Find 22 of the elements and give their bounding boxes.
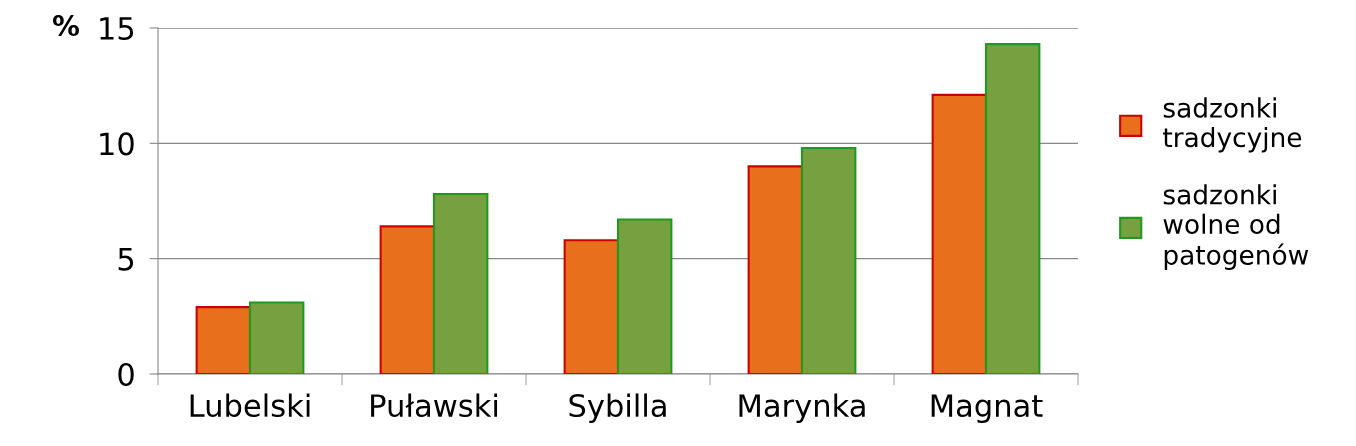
bar	[563, 239, 620, 374]
y-tick-label: 0	[118, 362, 134, 387]
y-tick-label: 5	[118, 248, 134, 271]
x-tick-label: Sybilla	[569, 393, 666, 424]
x-tick-label: Puławski	[371, 393, 498, 418]
x-tick-label: Marynka	[739, 393, 865, 424]
bar	[931, 93, 988, 374]
bar	[616, 218, 673, 374]
x-tick-label: Lubelski	[190, 393, 310, 418]
y-tick-label: 10	[100, 132, 134, 156]
legend-label: sadzonki tradycyjne	[1163, 97, 1302, 153]
legend-label: sadzonki wolne od patogenów	[1163, 184, 1309, 271]
bar	[800, 146, 857, 374]
bar	[379, 225, 436, 374]
bar	[984, 43, 1041, 374]
bar	[432, 193, 489, 374]
bar	[195, 306, 252, 374]
y-axis-title: %	[52, 15, 80, 37]
y-tick-label: 15	[100, 17, 134, 41]
bar	[248, 301, 305, 374]
x-tick-label: Magnat	[931, 394, 1043, 424]
bar	[747, 165, 804, 374]
